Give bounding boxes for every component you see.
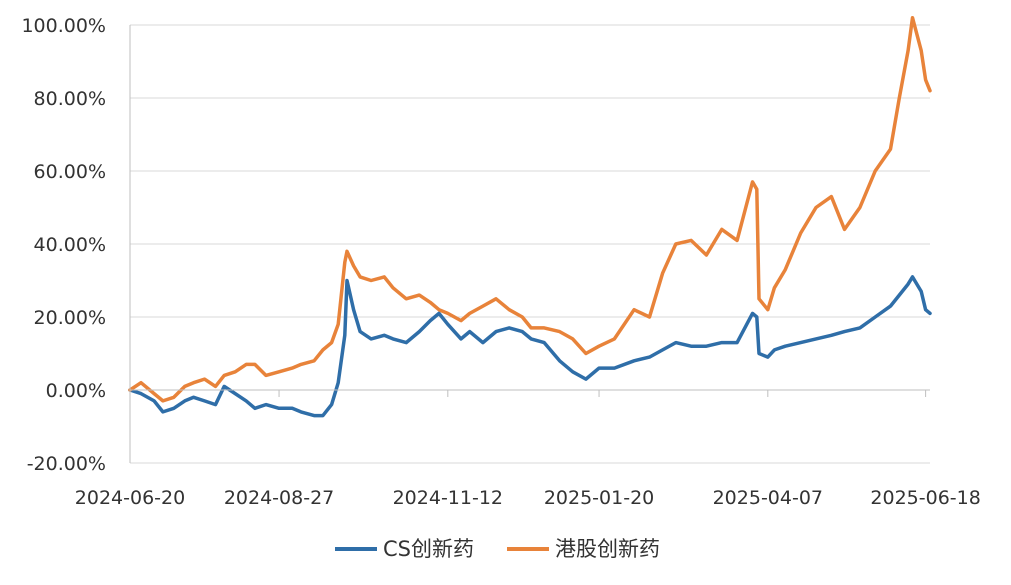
y-tick-label: 100.00% (21, 15, 106, 37)
x-tick-label: 2024-11-12 (393, 487, 503, 509)
axes (129, 25, 930, 463)
x-tick-label: 2024-06-20 (75, 487, 185, 509)
legend-label-2: 港股创新药 (555, 537, 660, 561)
legend-label-1: CS创新药 (383, 537, 474, 561)
y-tick-label: 60.00% (34, 161, 106, 183)
y-tick-label: 20.00% (34, 307, 106, 329)
grid-lines (130, 24, 930, 464)
series-lines (128, 15, 932, 418)
series-line-1 (128, 275, 932, 418)
y-tick-label: 0.00% (46, 380, 106, 402)
y-axis-tick-labels: -20.00% 0.00% 20.00% 40.00% 60.00% 80.00% 100.… (21, 15, 106, 475)
x-axis-tick-labels: 2024-06-20 2024-08-27 2024-11-12 2025-01-20… (75, 487, 981, 509)
y-tick-label: 40.00% (34, 234, 106, 256)
series-line-2 (128, 15, 932, 403)
x-tick-label: 2025-06-18 (870, 487, 980, 509)
x-tick-label: 2024-08-27 (224, 487, 334, 509)
x-tick-label: 2025-04-07 (713, 487, 823, 509)
y-tick-label: -20.00% (27, 453, 106, 475)
legend: CS创新药 港股创新药 (335, 537, 660, 561)
y-tick-label: 80.00% (34, 88, 106, 110)
x-tick-label: 2025-01-20 (544, 487, 654, 509)
